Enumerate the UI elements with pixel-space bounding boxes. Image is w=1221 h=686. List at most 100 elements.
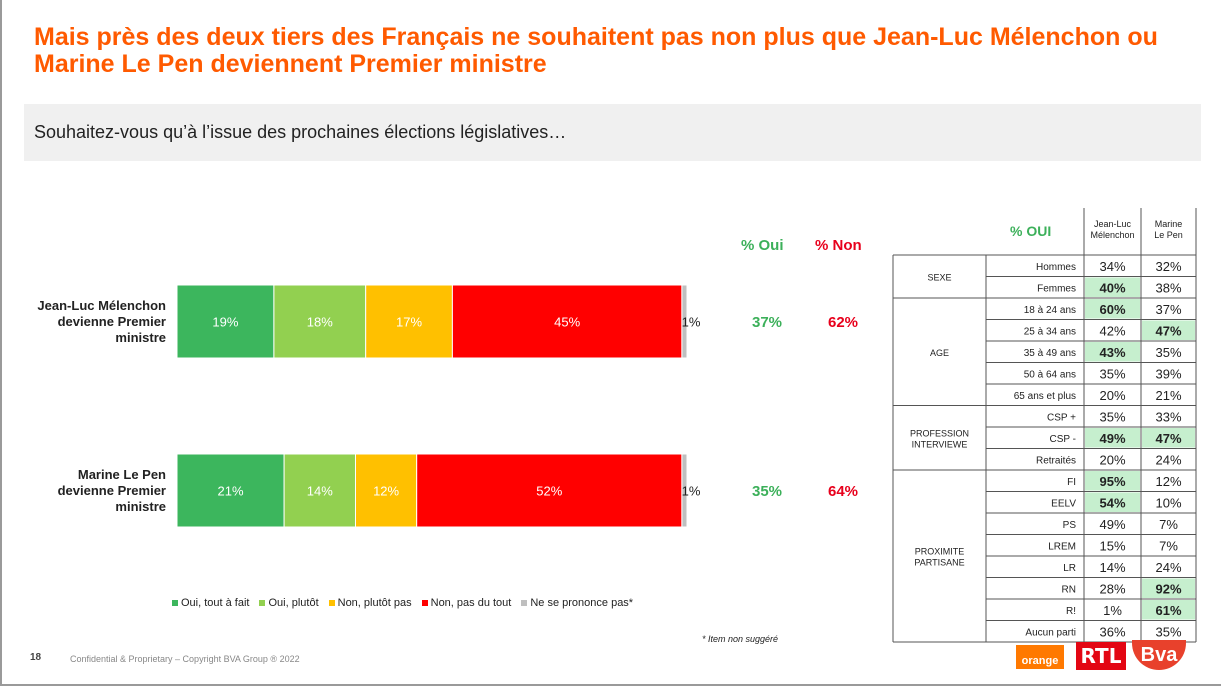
bar-data-label: 1% [682, 484, 701, 499]
table-cell: 92% [1155, 581, 1181, 596]
chart-legend: Oui, tout à fait Oui, plutôt Non, plutôt… [172, 597, 633, 609]
bar-data-label: 1% [682, 315, 701, 330]
row-label-le-pen: Marine Le Pen devienne Premier ministre [8, 467, 166, 515]
table-row-label: 65 ans et plus [1014, 391, 1076, 402]
highlight-cell [1085, 277, 1140, 297]
footer-copyright: Confidential & Proprietary – Copyright B… [70, 654, 300, 664]
table-row-label: Femmes [1037, 283, 1076, 294]
highlight-cell [1085, 299, 1140, 319]
table-cell: 32% [1155, 259, 1181, 274]
row-label-melenchon: Jean-Luc Mélenchon devienne Premier mini… [8, 298, 166, 346]
table-row-label: RN [1062, 584, 1076, 595]
bar-data-label: 19% [212, 315, 238, 330]
table-cell: 1% [1103, 603, 1122, 618]
table-cell: 35% [1155, 345, 1181, 360]
bar-segment [681, 284, 688, 359]
table-cell: 14% [1099, 560, 1125, 575]
table-cell: 20% [1099, 452, 1125, 467]
slide-title: Mais près des deux tiers des Français ne… [34, 23, 1158, 78]
pct-oui-le-pen: 35% [751, 483, 783, 500]
bar-segment [176, 453, 285, 528]
table-cell: 47% [1155, 323, 1181, 338]
header-pct-non: % Non [815, 237, 862, 254]
table-cell: 34% [1099, 259, 1125, 274]
table-row-label: LREM [1048, 541, 1076, 552]
stacked-bar-chart: 19% 18% 17% 45% 1% 21% 14% 12% 52% 1% [176, 284, 701, 528]
footnote: * Item non suggéré [702, 634, 779, 644]
table-cell: 33% [1155, 409, 1181, 424]
row-label-line: Jean-Luc Mélenchon [37, 298, 166, 313]
bar-segment [451, 284, 683, 359]
row-label-line: devienne Premier [57, 483, 166, 498]
group-label: SEXE [927, 273, 951, 283]
legend-swatch [521, 600, 528, 606]
bar-segment [416, 453, 683, 528]
legend-item: Oui, plutôt [259, 597, 319, 609]
bar-segment [176, 284, 275, 359]
table-cell: 28% [1099, 581, 1125, 596]
table-row-label: CSP - [1050, 434, 1077, 445]
table-cell: 95% [1099, 474, 1125, 489]
table-cell: 12% [1155, 474, 1181, 489]
table-cell: 21% [1155, 388, 1181, 403]
row-label-line: Marine Le Pen [77, 467, 166, 482]
bva-logo: Bva [1132, 640, 1186, 670]
table-cell: 35% [1155, 624, 1181, 639]
column-header-line: Mélenchon [1090, 230, 1135, 240]
group-label: PROFESSION [910, 428, 969, 438]
row-label-line: devienne Premier [57, 314, 166, 329]
group-label: PROXIMITE [915, 547, 965, 557]
highlight-cell [1085, 428, 1140, 448]
orange-logo: orange [1016, 645, 1064, 669]
question-box: Souhaitez-vous qu’à l’issue des prochain… [24, 104, 1201, 161]
column-header-line: Le Pen [1154, 230, 1183, 240]
bar-data-label: 17% [396, 315, 422, 330]
table-cell: 60% [1099, 302, 1125, 317]
group-label: INTERVIEWE [912, 439, 968, 449]
legend-item: Ne se prononce pas* [521, 597, 633, 609]
legend-swatch [421, 600, 428, 606]
highlight-cell [1085, 492, 1140, 512]
column-header-melenchon: Jean-Luc Mélenchon [1084, 208, 1141, 252]
bar-segment [365, 284, 453, 359]
table-cell: 36% [1099, 624, 1125, 639]
legend-label: Ne se prononce pas* [530, 597, 634, 609]
bar-data-label: 18% [307, 315, 333, 330]
pct-non-le-pen: 64% [827, 483, 859, 500]
highlight-cell [1142, 320, 1195, 340]
table-row-label: 18 à 24 ans [1024, 305, 1076, 316]
table-cell: 37% [1155, 302, 1181, 317]
table-cell: 40% [1099, 280, 1125, 295]
bar-segment [283, 453, 357, 528]
group-label: AGE [930, 348, 949, 358]
highlight-cell [1085, 471, 1140, 491]
legend-label: Oui, tout à fait [181, 597, 250, 609]
header-pct-oui: % Oui [741, 237, 784, 254]
table-cell: 42% [1099, 323, 1125, 338]
legend-swatch [172, 600, 178, 606]
table-cell: 7% [1159, 538, 1178, 553]
legend-item: Oui, tout à fait [172, 597, 249, 609]
highlight-cell [1142, 578, 1195, 598]
bar-data-label: 52% [536, 484, 562, 499]
table-row-label: LR [1063, 563, 1076, 574]
table-cell: 49% [1099, 431, 1125, 446]
column-header-line: Marine [1154, 219, 1183, 229]
bar-data-label: 14% [307, 484, 333, 499]
legend-label: Non, pas du tout [430, 597, 512, 609]
table-cell: 24% [1155, 452, 1181, 467]
table-row-label: CSP + [1047, 412, 1076, 423]
pct-non-melenchon: 62% [827, 314, 859, 331]
page-number: 18 [30, 652, 42, 663]
table-row-label: Aucun parti [1025, 627, 1076, 638]
table-cell: 61% [1155, 603, 1181, 618]
column-header-line: Jean-Luc [1093, 219, 1132, 229]
bar-data-label: 12% [373, 484, 399, 499]
table-cell: 38% [1155, 280, 1181, 295]
bar-segment [273, 284, 367, 359]
table-cell: 49% [1099, 517, 1125, 532]
legend-label: Non, plutôt pas [337, 597, 412, 609]
table-cell: 20% [1099, 388, 1125, 403]
table-row-label: Hommes [1036, 262, 1076, 273]
